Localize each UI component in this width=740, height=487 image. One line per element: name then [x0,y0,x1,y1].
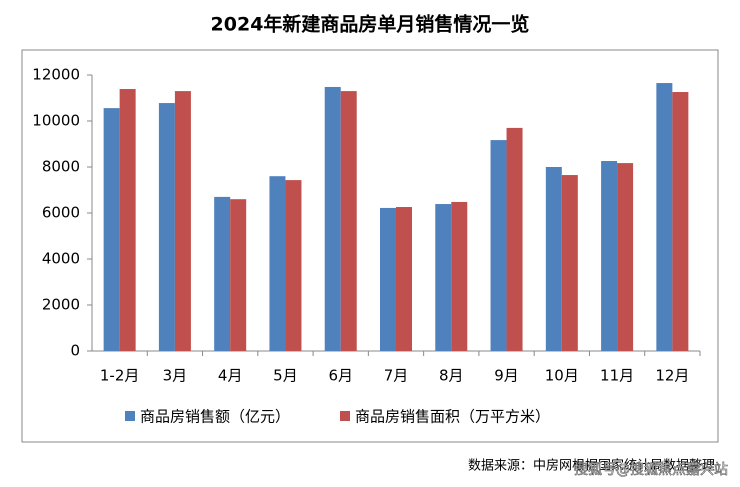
bar [617,163,634,351]
bar [601,161,618,351]
bar [230,199,247,351]
chart-title: 2024年新建商品房单月销售情况一览 [211,13,530,36]
y-tick-label: 6000 [42,204,80,222]
y-tick-label: 8000 [42,158,80,176]
x-tick-label: 10月 [545,367,579,385]
bar [672,92,689,352]
x-tick-label: 1-2月 [100,367,140,385]
bar [158,103,175,351]
bar [656,83,673,352]
bar [324,86,341,352]
x-tick-label: 12月 [655,367,689,385]
x-tick-label: 8月 [439,367,464,385]
bar [103,108,120,352]
y-tick-label: 2000 [42,296,80,314]
bar [174,91,191,351]
legend-swatch [125,411,135,421]
bar [285,180,302,351]
chart-frame [21,49,719,443]
legend-label: 商品房销售面积（万平方米） [355,408,550,426]
bar [545,167,562,351]
x-tick-label: 7月 [384,367,409,385]
bar [435,204,452,351]
x-tick-label: 5月 [273,367,298,385]
source-note: 数据来源：中房网根据国家统计局数据整理 [468,458,715,474]
x-tick-label: 4月 [218,367,243,385]
bar [561,175,578,351]
bar [269,176,286,351]
bar [396,207,412,351]
x-tick-label: 9月 [494,367,519,385]
y-tick-label: 4000 [42,250,80,268]
bar [490,140,507,351]
x-tick-label: 6月 [328,367,353,385]
bar [506,127,523,352]
legend-swatch [340,411,350,421]
bar [451,201,468,351]
bar [214,196,231,351]
watermark: 搜狐号@搜狐焦点嘉兴站 [574,462,728,478]
y-tick-label: 10000 [32,112,80,130]
bar [119,89,136,351]
legend-label: 商品房销售额（亿元） [140,408,290,426]
y-tick-label: 12000 [32,66,80,84]
x-tick-label: 3月 [163,367,188,385]
x-tick-label: 11月 [600,367,634,385]
y-tick-label: 0 [70,342,80,360]
bar [340,91,357,351]
bar [380,207,396,351]
